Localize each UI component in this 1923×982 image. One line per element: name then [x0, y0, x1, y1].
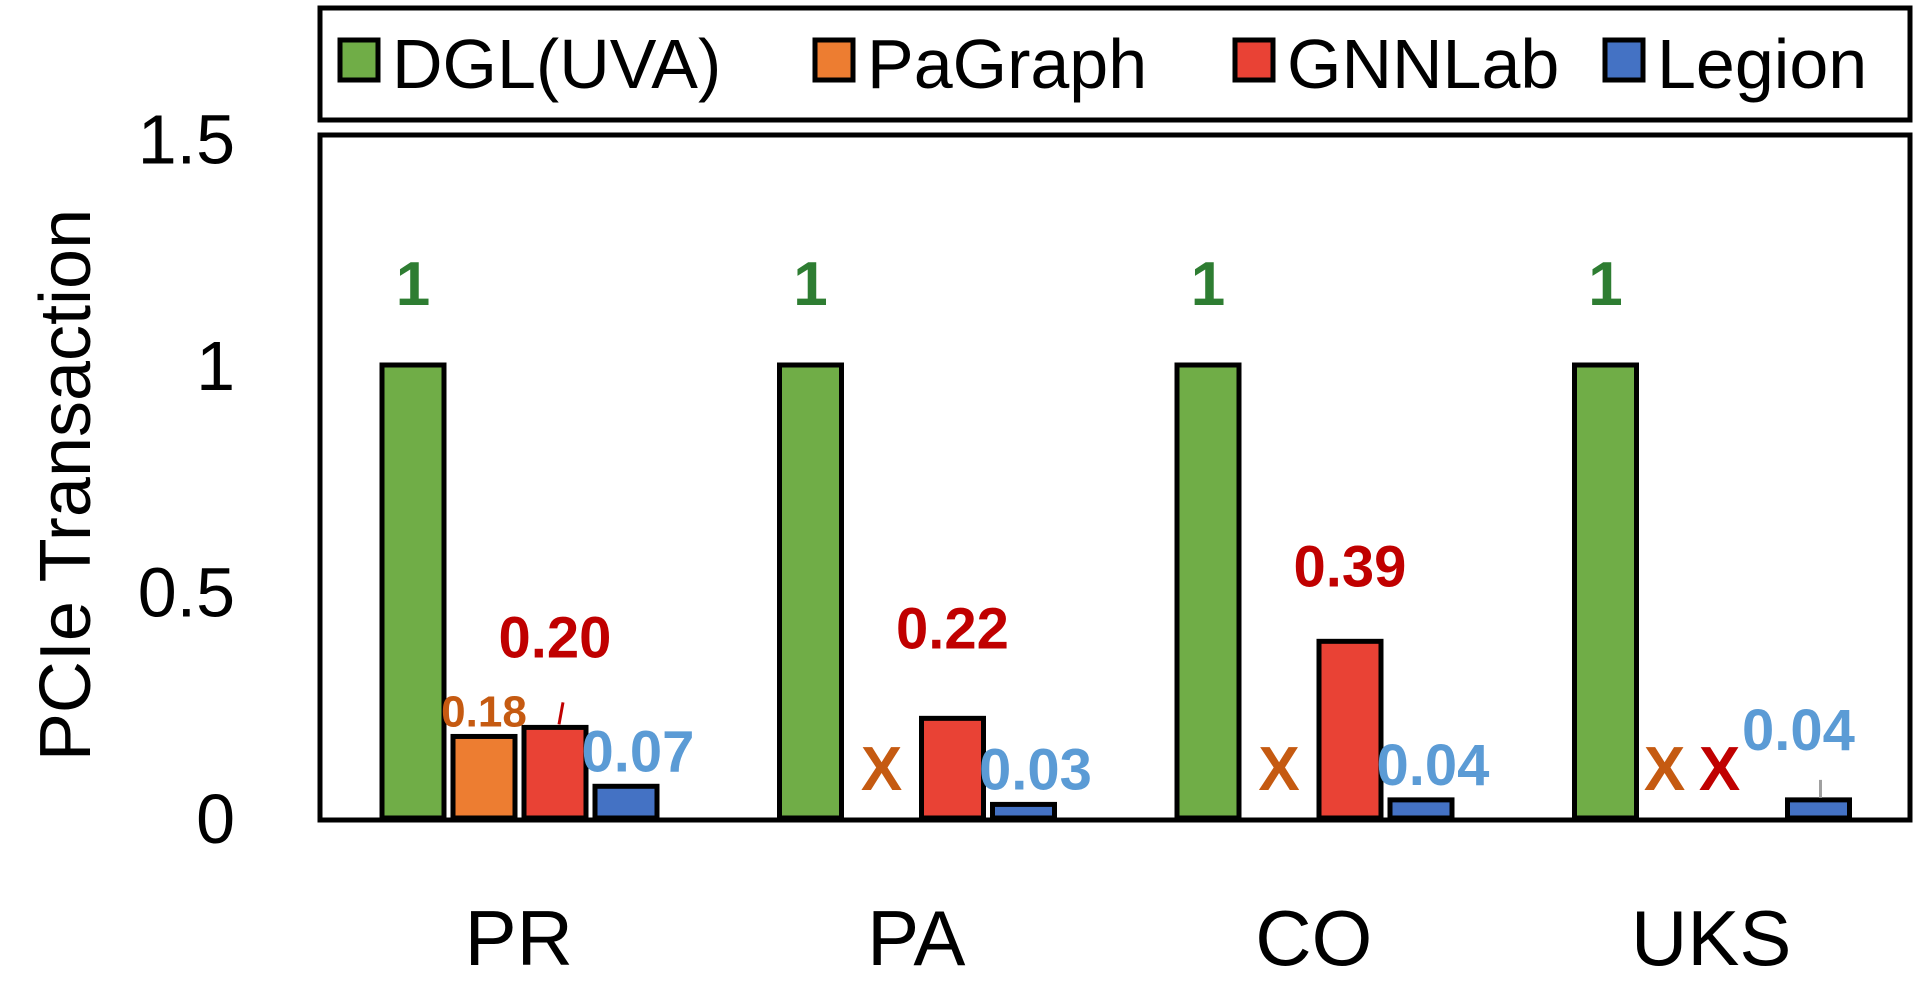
bar [1387, 797, 1455, 821]
missing-marker: X [1258, 735, 1299, 804]
data-label: 1 [396, 250, 430, 319]
y-tick-label: 0 [196, 780, 235, 858]
bar [1316, 638, 1384, 821]
legend: DGL(UVA) PaGraph GNNLab Legion [337, 25, 1867, 103]
legend-label: PaGraph [867, 25, 1147, 103]
data-label: 1 [1191, 250, 1225, 319]
y-tick-label: 1 [196, 327, 235, 405]
plot-area [317, 132, 1913, 823]
missing-marker: X [861, 735, 902, 804]
data-label: 1 [793, 250, 827, 319]
y-axis-ticks: 0 0.5 1 1.5 [138, 101, 235, 859]
data-label: 0.03 [979, 737, 1092, 802]
bar [1174, 362, 1242, 821]
data-label: 0.22 [896, 596, 1009, 661]
legend-swatch [1232, 37, 1276, 83]
data-label: 1 [1588, 250, 1622, 319]
legend-label: DGL(UVA) [392, 25, 721, 103]
legend-swatch [1602, 37, 1646, 83]
data-label: 0.04 [1377, 733, 1490, 798]
y-tick-label: 1.5 [138, 101, 235, 179]
legend-label: Legion [1657, 25, 1867, 103]
legend-swatch [337, 37, 381, 83]
y-axis-label: PCIe Transaction [26, 209, 106, 761]
bar [521, 724, 589, 821]
data-label: 0.07 [582, 719, 695, 784]
bars [379, 362, 1852, 821]
bar [919, 715, 986, 821]
missing-marker: X [1644, 735, 1685, 804]
data-label: 0.18 [441, 687, 527, 736]
bar [777, 362, 844, 821]
bar [592, 783, 660, 821]
x-tick-label: PR [465, 894, 573, 982]
missing-marker: X [1699, 735, 1740, 804]
data-label: 0.39 [1294, 534, 1407, 599]
leader-line [557, 702, 565, 725]
legend-label: GNNLab [1287, 25, 1559, 103]
x-tick-label: PA [867, 894, 965, 982]
x-tick-label: CO [1255, 894, 1372, 982]
bar [990, 801, 1057, 821]
legend-swatch [812, 37, 856, 83]
bar [1785, 797, 1852, 821]
bar [379, 362, 447, 821]
data-label: 0.20 [499, 605, 612, 670]
bar [450, 733, 518, 821]
x-axis-ticks: PR PA CO UKS [465, 894, 1792, 982]
data-label: 0.04 [1742, 698, 1855, 763]
x-tick-label: UKS [1631, 894, 1791, 982]
y-tick-label: 0.5 [138, 554, 235, 632]
bar [1572, 362, 1639, 821]
